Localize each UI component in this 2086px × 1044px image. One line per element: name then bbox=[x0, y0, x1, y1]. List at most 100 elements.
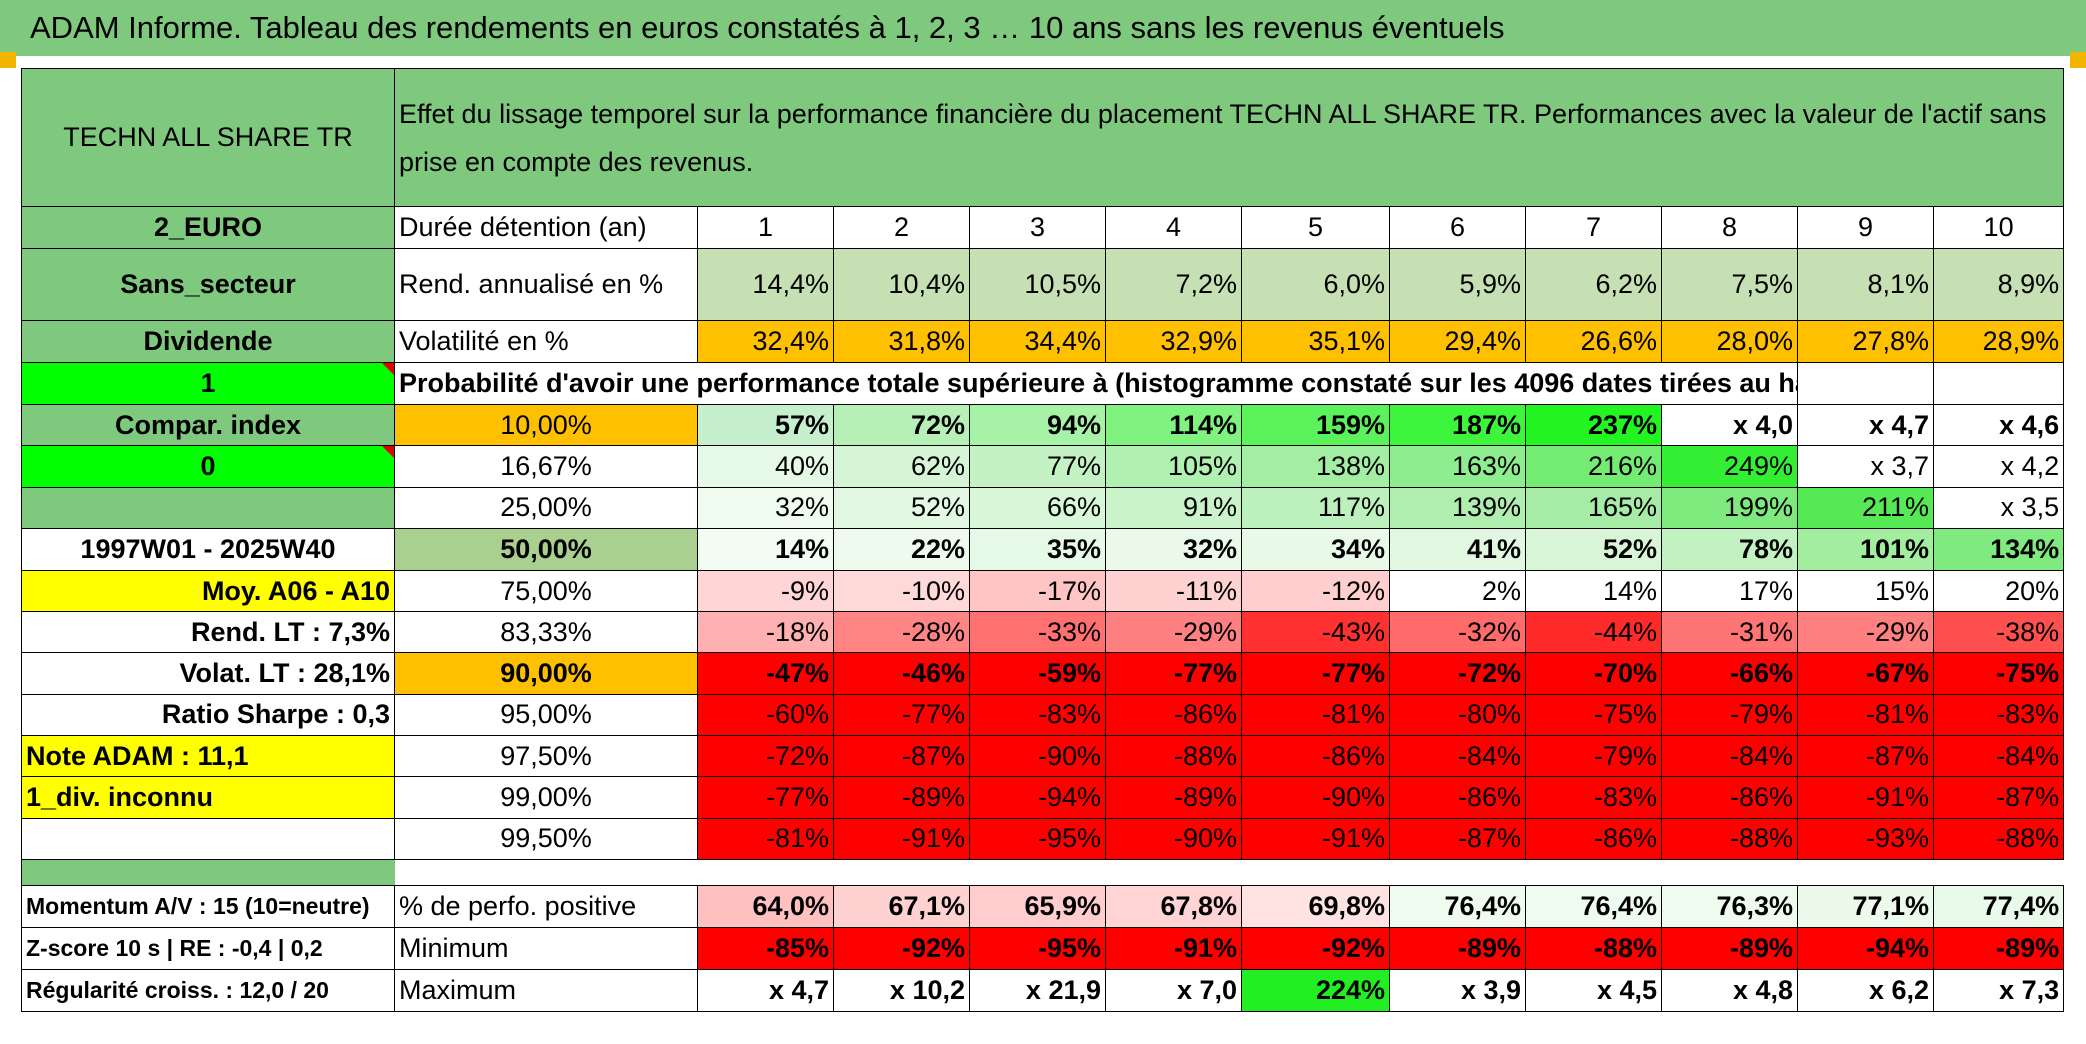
year-header: 6 bbox=[1389, 206, 1526, 249]
year-header: 10 bbox=[1932, 206, 2065, 249]
percentile-label: 50,00% bbox=[394, 527, 698, 571]
summary-value: -91% bbox=[1105, 926, 1242, 970]
percentile-row: 1_div. inconnu 99,00% -77% -89% -94% -89% -90%… bbox=[21, 776, 2065, 819]
performance-cell: -66% bbox=[1661, 652, 1798, 695]
rend-value: 10,4% bbox=[833, 248, 970, 321]
performance-cell: -89% bbox=[833, 776, 970, 819]
percentile-label: 83,33% bbox=[394, 611, 698, 654]
performance-cell: 17% bbox=[1661, 569, 1798, 613]
summary-value: 76,3% bbox=[1661, 884, 1798, 928]
prob-title: Probabilité d'avoir une performance tota… bbox=[394, 362, 1798, 405]
summary-row: Momentum A/V : 15 (10=neutre)% de perfo.… bbox=[21, 884, 2065, 928]
percentile-label: 90,00% bbox=[394, 652, 698, 695]
performance-cell: -81% bbox=[1797, 693, 1934, 737]
summary-value: x 7,3 bbox=[1932, 968, 2065, 1012]
rend-value: 10,5% bbox=[969, 248, 1106, 321]
performance-cell: -43% bbox=[1241, 611, 1390, 654]
performance-cell: -84% bbox=[1661, 735, 1798, 778]
performance-cell: -11% bbox=[1105, 569, 1242, 613]
performance-cell: 41% bbox=[1389, 527, 1526, 571]
percentile-row: Moy. A06 - A10 75,00% -9% -10% -17% -11% -12% 2… bbox=[21, 569, 2065, 613]
rend-value: 6,0% bbox=[1241, 248, 1390, 321]
performance-cell: 34% bbox=[1241, 527, 1390, 571]
rend-value: 14,4% bbox=[697, 248, 834, 321]
period-cell: 1997W01 - 2025W40 bbox=[21, 527, 395, 571]
performance-cell: -91% bbox=[1241, 817, 1390, 860]
rend-value: 6,2% bbox=[1525, 248, 1662, 321]
performance-cell: 32% bbox=[697, 486, 834, 529]
performance-cell: -84% bbox=[1932, 735, 2065, 778]
performance-cell: x 4,2 bbox=[1932, 445, 2065, 488]
percentile-label: 97,50% bbox=[394, 735, 698, 778]
summary-value: -92% bbox=[1241, 926, 1390, 970]
year-header: 3 bbox=[969, 206, 1106, 249]
prob-title-blank-1 bbox=[1797, 362, 1934, 405]
percentile-label: 75,00% bbox=[394, 569, 698, 613]
performance-cell: 94% bbox=[969, 403, 1106, 447]
performance-cell: 14% bbox=[1525, 569, 1662, 613]
performance-cell: 35% bbox=[969, 527, 1106, 571]
summary-value: x 21,9 bbox=[969, 968, 1106, 1012]
summary-row: Régularité croiss. : 12,0 / 20 Maximum x 4… bbox=[21, 968, 2065, 1012]
year-header: 9 bbox=[1797, 206, 1934, 249]
performance-cell: 114% bbox=[1105, 403, 1242, 447]
summary-value: -85% bbox=[697, 926, 834, 970]
performance-cell: 78% bbox=[1661, 527, 1798, 571]
vol-row: Dividende Volatilité en % 32,4% 31,8% 34,4… bbox=[21, 320, 2065, 363]
rend-label: Rend. annualisé en % bbox=[394, 248, 698, 321]
summary-value: -94% bbox=[1797, 926, 1934, 970]
corner-marker-left bbox=[0, 52, 16, 68]
performance-cell: -77% bbox=[1105, 652, 1242, 695]
performance-cell: -33% bbox=[969, 611, 1106, 654]
percentile-label: 25,00% bbox=[394, 486, 698, 529]
performance-cell: -86% bbox=[1661, 776, 1798, 819]
performance-cell: -12% bbox=[1241, 569, 1390, 613]
rend-value: 8,9% bbox=[1932, 248, 2065, 321]
summary-value: 64,0% bbox=[697, 884, 834, 928]
performance-cell: -83% bbox=[1932, 693, 2065, 737]
performance-cell: -86% bbox=[1105, 693, 1242, 737]
summary-value: x 7,0 bbox=[1105, 968, 1242, 1012]
summary-value: 224% bbox=[1241, 968, 1390, 1012]
corner-marker-right bbox=[2070, 52, 2086, 68]
performance-cell: 66% bbox=[969, 486, 1106, 529]
performance-cell: 40% bbox=[697, 445, 834, 488]
summary-value: x 10,2 bbox=[833, 968, 970, 1012]
performance-cell: 159% bbox=[1241, 403, 1390, 447]
percentile-label: 95,00% bbox=[394, 693, 698, 737]
percentile-row: Compar. index 10,00% 57% 72% 94% 114% 159% 187%… bbox=[21, 403, 2065, 447]
summary-value: x 3,9 bbox=[1389, 968, 1526, 1012]
percentile-row: 0 16,67% 40% 62% 77% 105% 138% 163% 216% 249% x 3,… bbox=[21, 445, 2065, 488]
vol-value: 34,4% bbox=[969, 320, 1106, 363]
summary-side-cell: Momentum A/V : 15 (10=neutre) bbox=[21, 884, 395, 928]
vol-value: 28,9% bbox=[1932, 320, 2065, 363]
performance-cell: -90% bbox=[1241, 776, 1390, 819]
performance-cell: -86% bbox=[1525, 817, 1662, 860]
performance-cell: -70% bbox=[1525, 652, 1662, 695]
rend-value: 8,1% bbox=[1797, 248, 1934, 321]
performance-cell: 15% bbox=[1797, 569, 1934, 613]
vol-value: 31,8% bbox=[833, 320, 970, 363]
summary-row: Z-score 10 s | RE : -0,4 | 0,2 Minimum -85… bbox=[21, 926, 2065, 970]
performance-cell: -18% bbox=[697, 611, 834, 654]
year-header: 5 bbox=[1241, 206, 1390, 249]
separator-green bbox=[21, 858, 395, 886]
performance-cell: -77% bbox=[1241, 652, 1390, 695]
div-cell: 1_div. inconnu bbox=[21, 776, 395, 819]
summary-value: x 4,7 bbox=[697, 968, 834, 1012]
performance-cell: 163% bbox=[1389, 445, 1526, 488]
performance-cell: -79% bbox=[1525, 735, 1662, 778]
summary-value: x 4,8 bbox=[1661, 968, 1798, 1012]
performance-cell: x 4,7 bbox=[1797, 403, 1934, 447]
rend-value: 5,9% bbox=[1389, 248, 1526, 321]
header-row: TECHN ALL SHARE TR Effet du lissage temp… bbox=[21, 68, 2065, 207]
percentile-row: Ratio Sharpe : 0,3 95,00% -60% -77% -83% -86%… bbox=[21, 693, 2065, 737]
performance-cell: -38% bbox=[1932, 611, 2065, 654]
performance-cell: -28% bbox=[833, 611, 970, 654]
performance-cell: -83% bbox=[969, 693, 1106, 737]
performance-cell: 52% bbox=[1525, 527, 1662, 571]
performance-cell: -86% bbox=[1241, 735, 1390, 778]
prob-title-row: 1 Probabilité d'avoir une performance to… bbox=[21, 362, 2065, 405]
report-banner: ADAM Informe. Tableau des rendements en … bbox=[0, 0, 2086, 56]
performance-cell: 32% bbox=[1105, 527, 1242, 571]
